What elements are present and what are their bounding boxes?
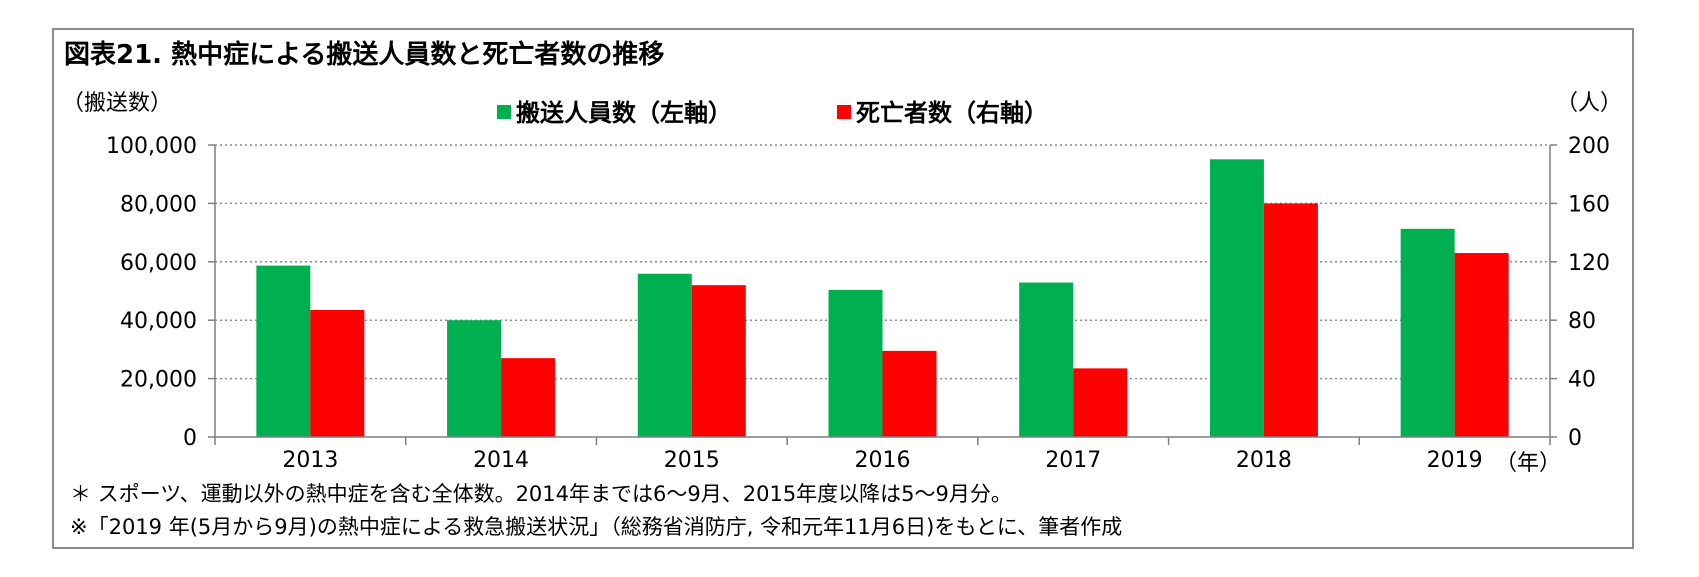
legend-label-deaths: 死亡者数（右軸） (856, 99, 1048, 127)
legend-swatch-transport (497, 105, 511, 119)
right-tick-label: 120 (1568, 251, 1610, 276)
right-axis-unit: （人） (1556, 91, 1622, 116)
left-tick-label: 20,000 (120, 368, 197, 393)
axes (208, 144, 1557, 445)
x-tick-label: 2017 (1045, 448, 1101, 473)
x-tick-label: 2015 (664, 448, 720, 473)
x-tick-label: 2014 (473, 448, 529, 473)
bar-deaths-2019 (1454, 253, 1509, 437)
bar-transport-2013 (256, 265, 311, 437)
bar-deaths-2016 (882, 350, 937, 437)
bar-transport-2017 (1019, 282, 1074, 437)
left-tick-label: 100,000 (106, 134, 197, 159)
bar-deaths-2015 (691, 285, 746, 437)
bar-deaths-2018 (1263, 203, 1318, 437)
left-tick-label: 60,000 (120, 251, 197, 276)
bar-transport-2018 (1209, 159, 1264, 438)
tick-labels: 0 20,000 40,000 60,000 80,000 100,000 0 40 80 120… (106, 134, 1610, 473)
left-tick-label: 80,000 (120, 192, 197, 217)
bar-deaths-2017 (1073, 368, 1128, 437)
x-tick-label: 2016 (855, 448, 911, 473)
bars (256, 159, 1509, 438)
bar-transport-2016 (828, 289, 883, 437)
bar-transport-2015 (637, 273, 692, 437)
left-tick-label: 0 (183, 426, 197, 451)
right-tick-label: 0 (1568, 426, 1582, 451)
footnote-source: ※「2019 年(5月から9月)の熱中症による救急搬送状況」（総務省消防庁, 令… (70, 515, 1123, 539)
left-tick-label: 40,000 (120, 309, 197, 334)
legend: 搬送人員数（左軸） 死亡者数（右軸） (497, 99, 1048, 127)
bar-transport-2019 (1400, 228, 1455, 437)
chart-frame (52, 28, 1634, 549)
left-axis-unit: （搬送数） (62, 91, 172, 116)
right-tick-label: 40 (1568, 368, 1596, 393)
x-tick-label: 2013 (282, 448, 338, 473)
bar-deaths-2014 (501, 358, 556, 437)
bar-deaths-2013 (310, 309, 365, 437)
x-tick-label: 2018 (1236, 448, 1292, 473)
legend-label-transport: 搬送人員数（左軸） (516, 99, 732, 127)
x-tick-label: 2019 (1427, 448, 1483, 473)
right-tick-label: 80 (1568, 309, 1596, 334)
right-tick-label: 200 (1568, 134, 1610, 159)
chart-title: 図表21. 熱中症による搬送人員数と死亡者数の推移 (64, 39, 664, 70)
footnote-scope: ＊ スポーツ、運動以外の熱中症を含む全体数。2014年までは6～9月、2015年… (70, 482, 1012, 506)
right-tick-label: 160 (1568, 192, 1610, 217)
legend-swatch-deaths (837, 105, 851, 119)
x-axis-unit: （年） (1495, 451, 1561, 476)
bar-transport-2014 (447, 320, 502, 437)
